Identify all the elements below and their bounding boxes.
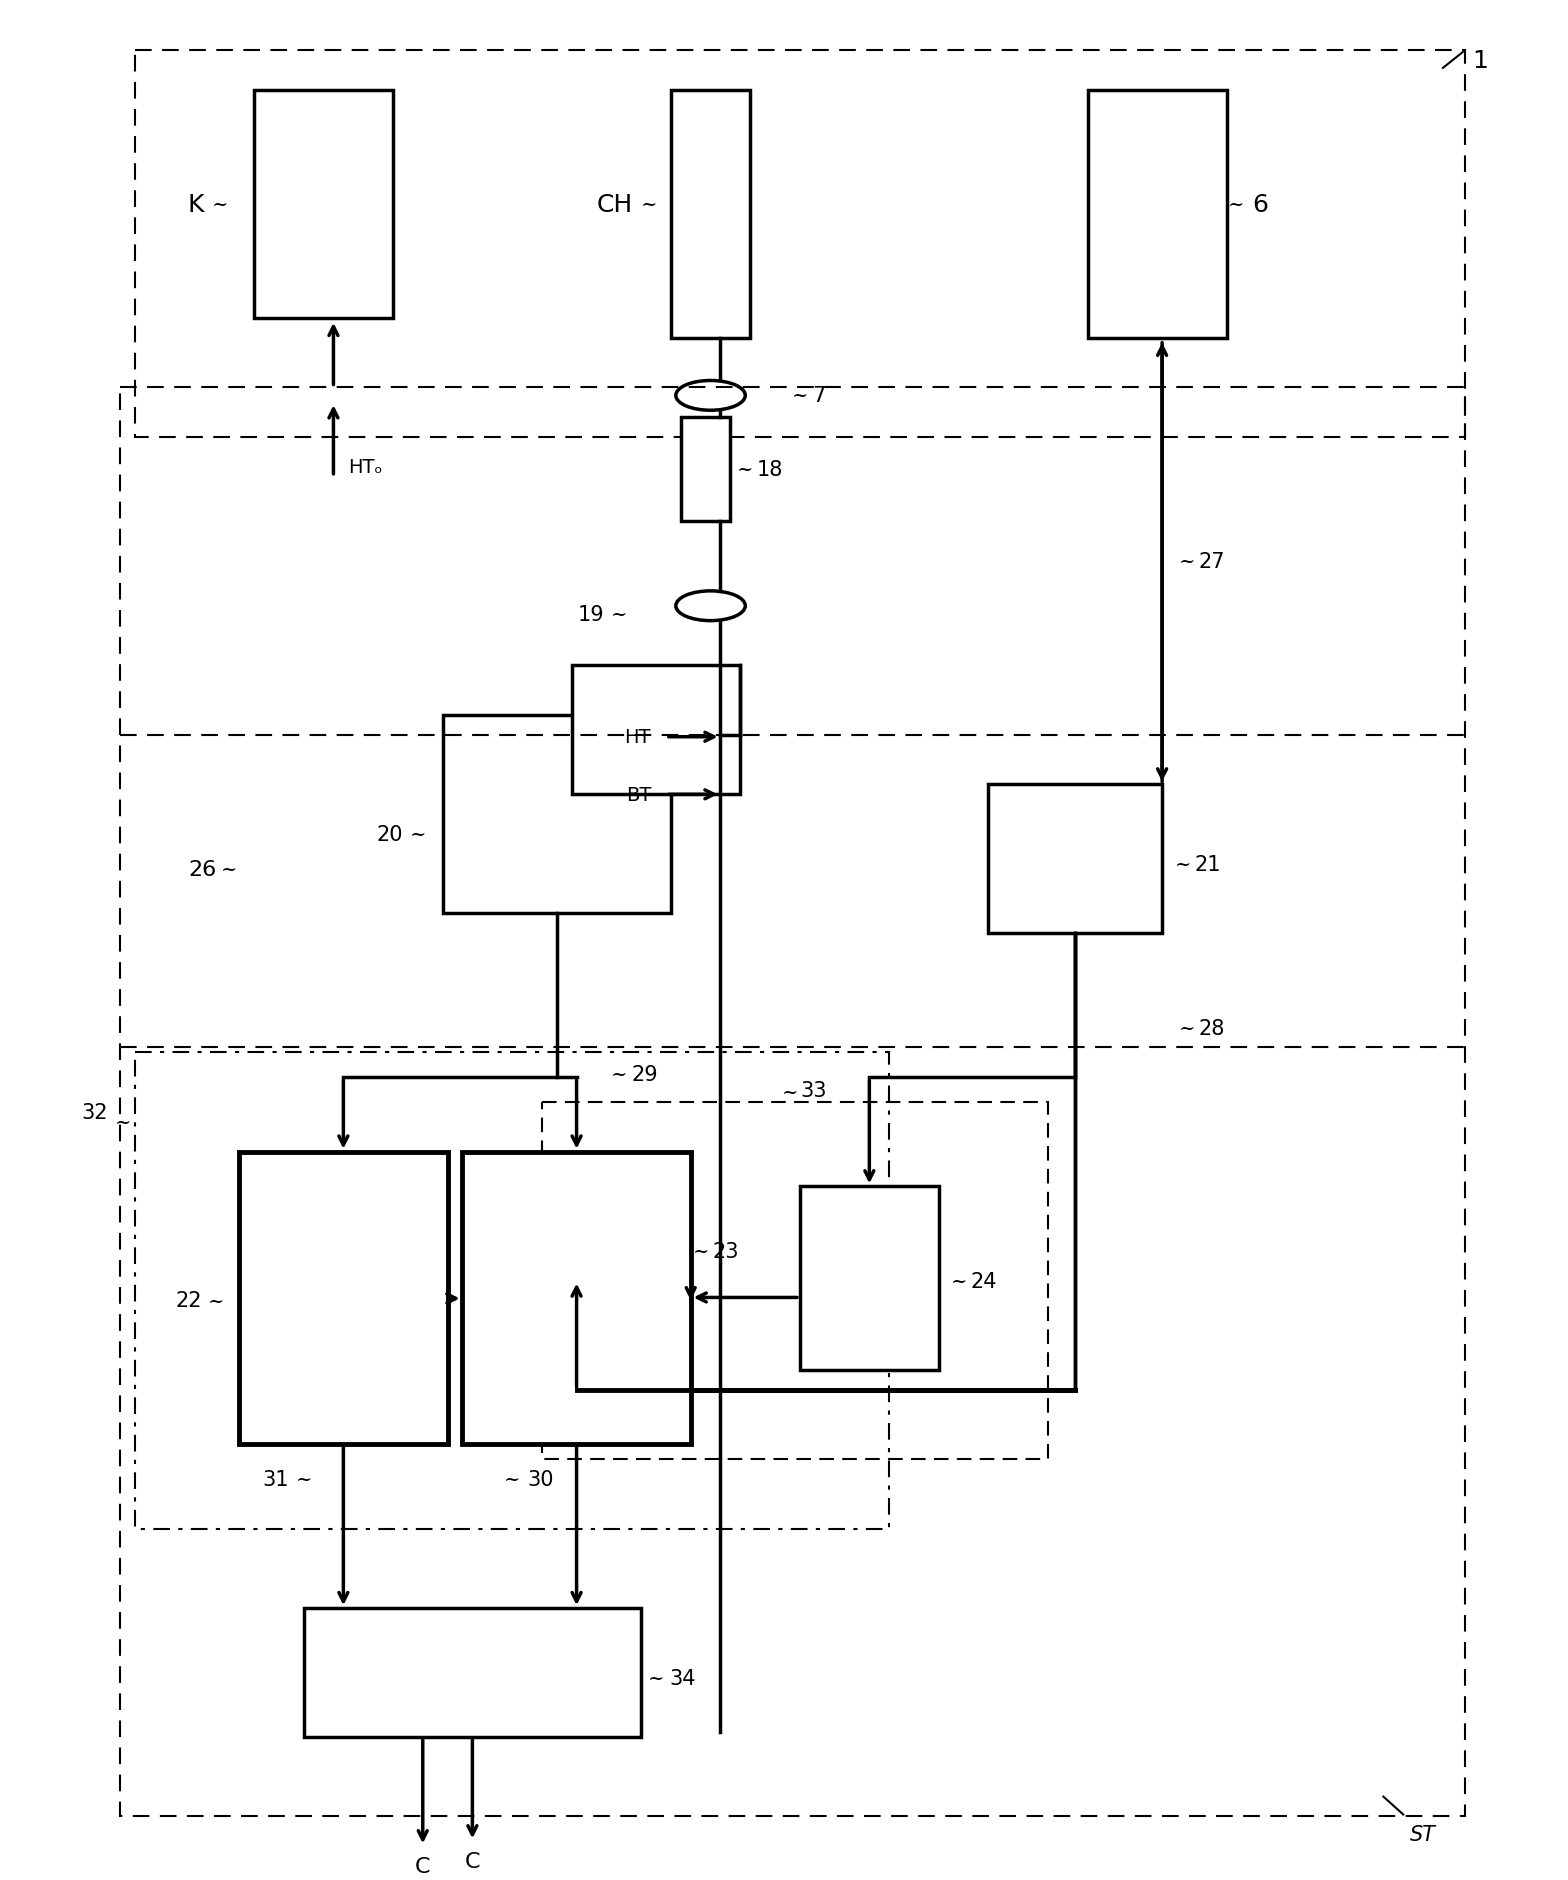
Text: ~: ~: [1174, 855, 1192, 874]
Text: 19: 19: [577, 603, 604, 624]
Text: 31: 31: [262, 1470, 289, 1489]
Text: 33: 33: [800, 1081, 826, 1100]
Bar: [121, 387, 1465, 1816]
Text: HT: HT: [624, 728, 651, 746]
Bar: [988, 786, 1162, 934]
Bar: [135, 51, 1465, 438]
Text: ~: ~: [221, 861, 237, 878]
Text: ~: ~: [782, 1083, 798, 1102]
Bar: [671, 90, 750, 338]
Text: 21: 21: [1195, 854, 1221, 874]
Text: 24: 24: [971, 1271, 997, 1292]
Text: BT: BT: [626, 786, 651, 805]
Text: 23: 23: [712, 1241, 739, 1261]
Text: 6: 6: [1253, 194, 1269, 216]
Bar: [543, 1102, 1047, 1459]
Bar: [240, 1152, 447, 1444]
Text: 34: 34: [670, 1668, 695, 1688]
Text: 20: 20: [376, 825, 403, 844]
Bar: [1088, 90, 1226, 338]
Text: ~: ~: [212, 196, 229, 214]
Bar: [442, 716, 671, 914]
Text: 18: 18: [756, 459, 782, 479]
Text: CH: CH: [597, 194, 633, 216]
Text: K: K: [188, 194, 204, 216]
Text: HTₒ: HTₒ: [348, 459, 383, 478]
Text: ~: ~: [1228, 196, 1245, 214]
Text: ~: ~: [641, 196, 657, 214]
Text: 28: 28: [1200, 1017, 1225, 1038]
Text: 7: 7: [812, 385, 825, 406]
Text: ~: ~: [737, 461, 754, 479]
Text: ~: ~: [612, 605, 627, 624]
Text: ~: ~: [209, 1292, 224, 1310]
Text: 30: 30: [527, 1470, 554, 1489]
Bar: [135, 1053, 889, 1528]
Text: C: C: [464, 1852, 480, 1871]
Bar: [304, 1607, 641, 1737]
Bar: [463, 1152, 691, 1444]
Text: ~: ~: [950, 1273, 967, 1290]
Bar: [681, 417, 731, 523]
Text: ~: ~: [1179, 553, 1195, 572]
Text: ~: ~: [1179, 1019, 1195, 1038]
Text: ~: ~: [114, 1113, 132, 1132]
Text: 26: 26: [188, 859, 216, 880]
Bar: [254, 90, 394, 320]
Text: C: C: [416, 1856, 431, 1876]
Text: 1: 1: [1472, 49, 1488, 73]
Text: ST: ST: [1410, 1824, 1436, 1844]
Bar: [800, 1186, 939, 1371]
Bar: [572, 666, 740, 795]
Text: ~: ~: [409, 825, 426, 844]
Text: 29: 29: [632, 1064, 659, 1085]
Text: 27: 27: [1200, 553, 1225, 572]
Text: ~: ~: [693, 1243, 709, 1260]
Text: ~: ~: [648, 1669, 665, 1686]
Text: 22: 22: [176, 1292, 202, 1310]
Text: ~: ~: [503, 1470, 521, 1489]
Text: ~: ~: [792, 387, 808, 406]
Text: ~: ~: [295, 1470, 312, 1489]
Text: 32: 32: [82, 1102, 108, 1122]
Text: ~: ~: [612, 1066, 627, 1083]
